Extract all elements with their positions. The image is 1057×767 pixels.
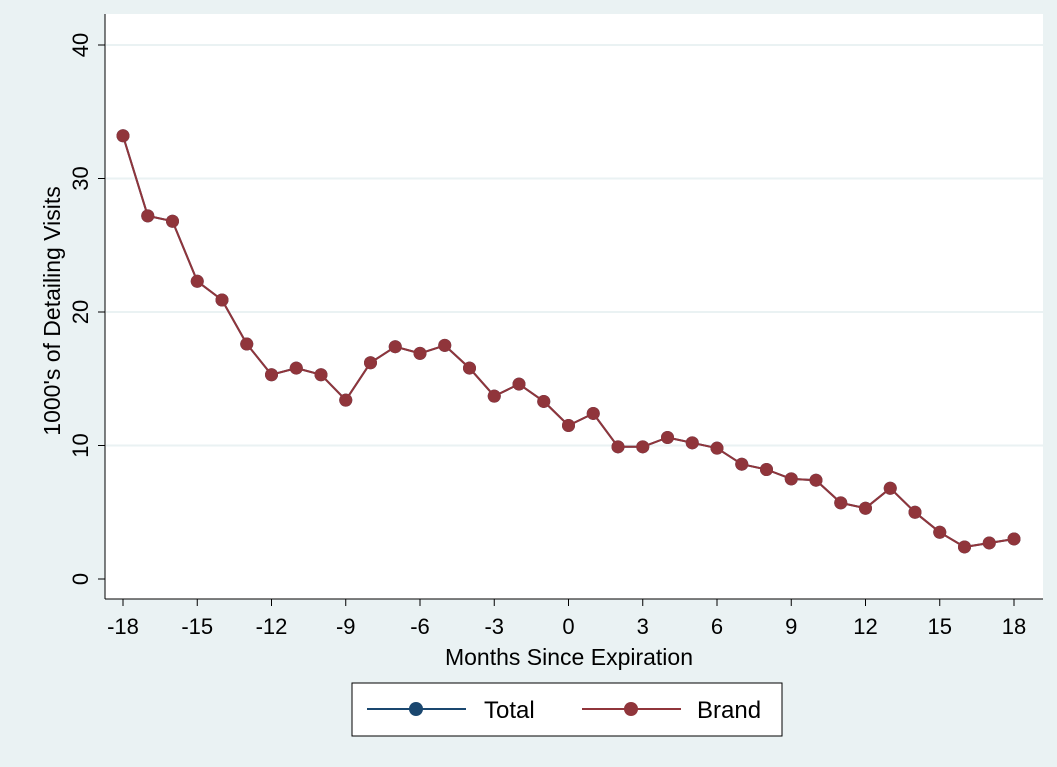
data-point-brand	[685, 436, 699, 450]
data-point-brand	[1007, 532, 1021, 546]
data-point-brand	[760, 463, 773, 477]
x-tick-label: -6	[410, 614, 430, 639]
data-point-brand	[611, 440, 625, 454]
y-tick-label: 40	[68, 33, 93, 57]
x-tick-label: 0	[562, 614, 574, 639]
y-tick-label: 10	[68, 433, 93, 457]
x-tick-label: -18	[107, 614, 139, 639]
x-tick-label: -3	[484, 614, 504, 639]
data-point-brand	[364, 356, 377, 370]
data-point-brand	[463, 361, 476, 375]
data-point-brand	[487, 389, 501, 403]
data-point-brand	[958, 540, 971, 554]
data-point-brand	[784, 472, 798, 486]
data-point-brand	[809, 473, 823, 487]
y-tick-label: 20	[68, 300, 93, 324]
x-tick-label: 12	[853, 614, 877, 639]
data-point-brand	[240, 337, 254, 351]
ticks: 0 10 20 30 40 -18 -15 -12 -9 -6 -3 0 3 6 9 12 15 18	[68, 33, 1026, 639]
legend-total-label: Total	[484, 697, 535, 724]
data-point-brand	[562, 418, 575, 432]
series-layer	[116, 129, 1021, 554]
x-tick-label: 6	[711, 614, 723, 639]
data-point-brand	[710, 441, 724, 455]
data-point-brand	[289, 361, 303, 375]
data-point-brand	[116, 129, 130, 143]
legend-brand-label: Brand	[697, 697, 761, 724]
x-tick-label: -15	[181, 614, 213, 639]
data-point-brand	[933, 525, 947, 539]
data-point-brand	[982, 536, 996, 550]
data-point-brand	[166, 214, 179, 228]
y-axis-title: 1000's of Detailing Visits	[39, 186, 65, 435]
data-point-brand	[339, 393, 353, 407]
legend-brand-marker	[624, 702, 638, 716]
data-point-brand	[190, 274, 204, 288]
legend: Total Brand	[351, 682, 783, 737]
x-tick-label: 15	[928, 614, 952, 639]
legend-total-marker	[409, 702, 423, 716]
y-tick-label: 0	[68, 573, 93, 585]
x-tick-label: 18	[1002, 614, 1026, 639]
x-tick-label: 9	[785, 614, 797, 639]
data-point-brand	[215, 293, 229, 307]
data-point-brand	[636, 440, 650, 454]
x-axis-title: Months Since Expiration	[445, 644, 693, 670]
data-point-brand	[141, 209, 155, 223]
data-point-brand	[537, 394, 551, 408]
grid-lines	[106, 44, 1043, 447]
data-point-brand	[661, 430, 674, 444]
plot-area	[105, 14, 1043, 599]
data-point-brand	[883, 481, 897, 495]
data-point-brand	[388, 340, 402, 354]
data-point-brand	[586, 406, 600, 420]
data-point-brand	[265, 368, 278, 382]
data-point-brand	[735, 457, 749, 471]
data-point-brand	[834, 496, 848, 510]
data-point-brand	[413, 346, 427, 360]
data-point-brand	[512, 377, 526, 391]
data-point-brand	[438, 338, 452, 352]
data-point-brand	[859, 501, 872, 515]
data-point-brand	[908, 505, 922, 519]
y-tick-label: 30	[68, 166, 93, 190]
x-tick-label: -12	[256, 614, 288, 639]
x-tick-label: 3	[637, 614, 649, 639]
data-point-brand	[314, 368, 328, 382]
x-tick-label: -9	[336, 614, 356, 639]
